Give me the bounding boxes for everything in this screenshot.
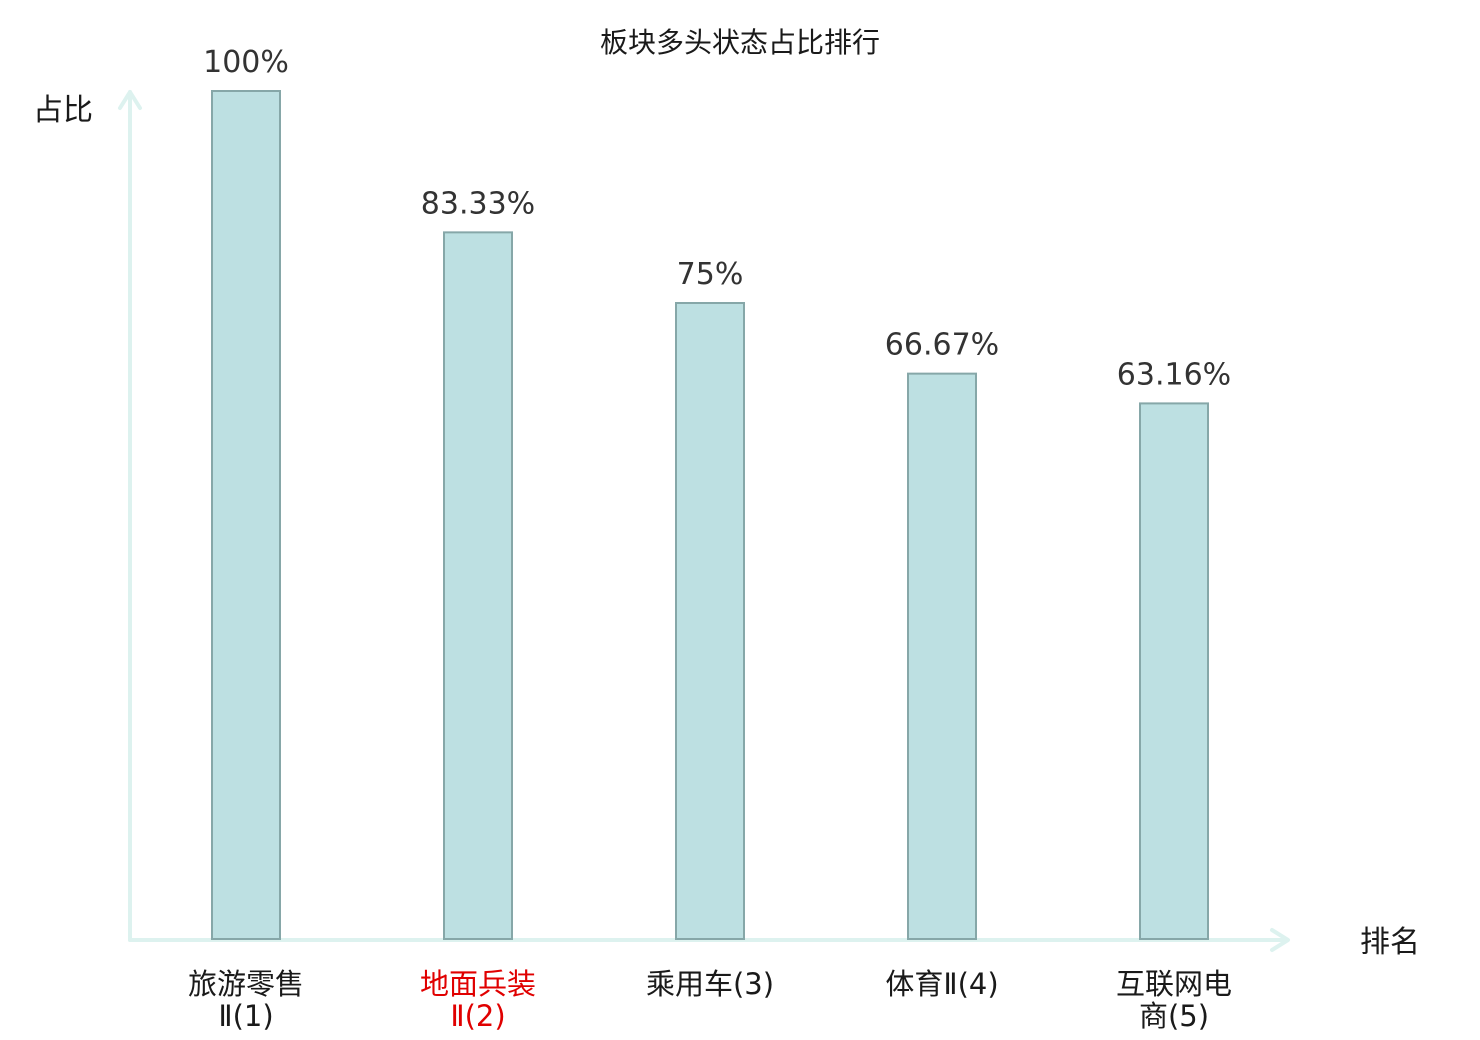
bar-value-label: 100% [203, 45, 289, 80]
bar-value-label: 83.33% [421, 186, 535, 221]
category-tick-label: 体育Ⅱ(4) [885, 967, 998, 1001]
bar [1139, 402, 1209, 940]
bar [907, 372, 977, 940]
bar [443, 231, 513, 941]
chart-title: 板块多头状态占比排行 [600, 26, 880, 59]
bar-value-label: 66.67% [885, 328, 999, 363]
value-labels: 100% 83.33% 75% 66.67% 63.16% [203, 45, 1231, 392]
category-tick-label: 旅游零售 [188, 967, 304, 1001]
bars [211, 90, 1209, 941]
bar-value-label: 75% [677, 257, 744, 292]
x-axis-label: 排名 [1360, 925, 1420, 960]
category-tick-label: Ⅱ(1) [218, 999, 273, 1033]
x-axis-arrow [1270, 928, 1290, 952]
bar [675, 302, 745, 940]
category-tick-label: Ⅱ(2) [450, 999, 505, 1033]
y-axis-label: 占比 [33, 93, 93, 128]
category-tick-label: 商(5) [1139, 999, 1209, 1033]
y-axis-arrow [118, 90, 142, 110]
category-tick-label: 互联网电 [1116, 967, 1232, 1001]
category-tick-label: 地面兵装 [420, 967, 536, 1001]
bar-value-label: 63.16% [1117, 357, 1231, 392]
bar [211, 90, 281, 940]
category-tick-label: 乘用车(3) [646, 967, 774, 1001]
